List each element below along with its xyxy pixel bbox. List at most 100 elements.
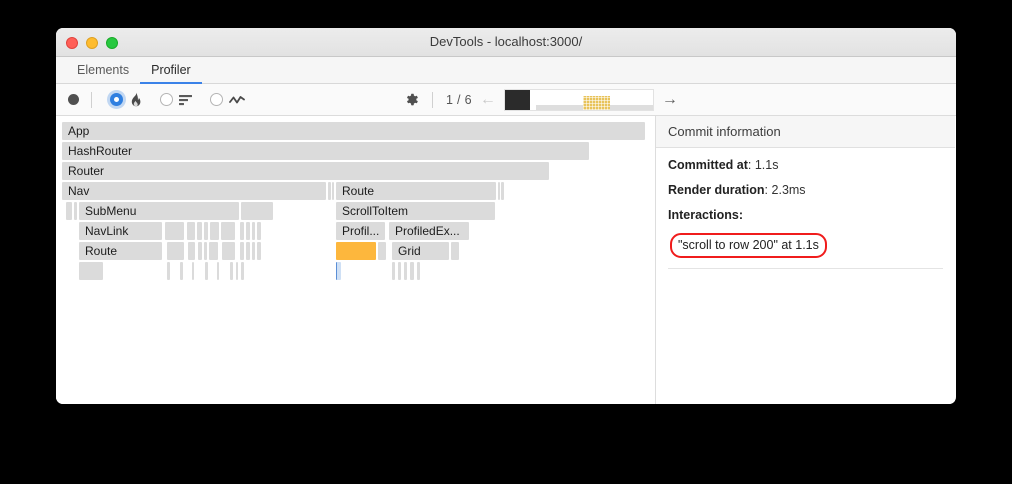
view-option-ranked[interactable]	[160, 93, 193, 106]
window-titlebar: DevTools - localhost:3000/	[56, 28, 956, 57]
flamegraph-node[interactable]	[210, 222, 219, 240]
flamegraph-node[interactable]	[188, 242, 195, 260]
flamegraph-node[interactable]	[392, 262, 395, 280]
flamegraph-node[interactable]	[198, 242, 202, 260]
flamegraph-node[interactable]	[336, 262, 341, 280]
flamegraph-node-route[interactable]: Route	[79, 242, 162, 260]
flamegraph-node[interactable]	[192, 262, 194, 280]
flamegraph-node[interactable]	[451, 242, 459, 260]
flamegraph-node[interactable]	[246, 242, 250, 260]
snapshot-bar-fill	[630, 105, 653, 110]
flamegraph-node-profiledex-[interactable]: ProfiledEx...	[389, 222, 469, 240]
flamegraph-node-nav[interactable]: Nav	[62, 182, 326, 200]
next-commit-button[interactable]: →	[661, 90, 678, 108]
flamegraph-node[interactable]	[398, 262, 401, 280]
sidebar-divider	[668, 268, 943, 269]
list-item[interactable]: "scroll to row 200" at 1.1s	[678, 238, 819, 252]
toolbar-divider-2	[432, 91, 433, 108]
flamegraph-node[interactable]	[240, 222, 244, 240]
ranked-radio[interactable]	[160, 93, 173, 106]
flamegraph-node[interactable]	[204, 222, 208, 240]
flamegraph-node[interactable]	[252, 242, 255, 260]
snapshot-bar-6[interactable]	[630, 90, 653, 110]
flamegraph-node[interactable]	[205, 262, 208, 280]
tab-elements[interactable]: Elements	[77, 62, 130, 77]
snapshot-bar-fill	[559, 105, 584, 110]
flame-chart-icon[interactable]	[129, 92, 143, 107]
flamegraph-node-hashrouter[interactable]: HashRouter	[62, 142, 589, 160]
flamegraph-node-route[interactable]: Route	[336, 182, 496, 200]
flamegraph-node[interactable]	[498, 182, 500, 200]
flamegraph-chart[interactable]: App HashRouter Router Nav Route SubMenu Scroll…	[56, 116, 656, 404]
flamegraph-node[interactable]	[209, 242, 218, 260]
flamegraph-node-submenu[interactable]: SubMenu	[79, 202, 239, 220]
flamegraph-node[interactable]	[241, 262, 244, 280]
flamegraph-node[interactable]	[236, 262, 238, 280]
flamegraph-radio[interactable]	[110, 93, 123, 106]
interaction-list: "scroll to row 200" at 1.1s	[668, 233, 943, 258]
flamegraph-node[interactable]	[410, 262, 414, 280]
flamegraph-node[interactable]	[257, 222, 261, 240]
flamegraph-node[interactable]	[240, 242, 244, 260]
flamegraph-node[interactable]	[404, 262, 407, 280]
snapshot-bar-0[interactable]	[504, 89, 530, 110]
flamegraph-node-scrolltoitem[interactable]: ScrollToItem	[336, 202, 495, 220]
snapshot-bar-fill	[583, 95, 610, 110]
flamegraph-node[interactable]	[332, 182, 334, 200]
view-option-flamegraph[interactable]	[110, 92, 143, 107]
flamegraph-node[interactable]	[79, 262, 103, 280]
close-window-icon[interactable]	[66, 37, 78, 49]
flamegraph-node[interactable]	[221, 222, 235, 240]
flamegraph-node-router[interactable]: Router	[62, 162, 549, 180]
flamegraph-node[interactable]	[217, 262, 219, 280]
flamegraph-node[interactable]	[417, 262, 420, 280]
flamegraph-node[interactable]	[336, 242, 376, 260]
view-option-interactions[interactable]	[210, 93, 245, 106]
flamegraph-node[interactable]	[167, 262, 170, 280]
flamegraph-node[interactable]	[378, 242, 386, 260]
profiler-toolbar: 1 / 6 ←	[56, 84, 956, 116]
flamegraph-node[interactable]	[180, 262, 183, 280]
minimize-window-icon[interactable]	[86, 37, 98, 49]
flamegraph-node[interactable]	[501, 182, 504, 200]
flamegraph-node[interactable]	[246, 222, 250, 240]
snapshot-bar-3[interactable]	[559, 90, 584, 110]
maximize-window-icon[interactable]	[106, 37, 118, 49]
flamegraph-node-navlink[interactable]: NavLink	[79, 222, 162, 240]
committed-at-row: Committed at: 1.1s	[668, 158, 943, 172]
flamegraph-node[interactable]	[74, 202, 77, 220]
snapshot-bar-4-selected[interactable]	[583, 90, 610, 110]
flamegraph-row: SubMenu ScrollToItem	[56, 202, 655, 222]
flamegraph-node-app[interactable]: App	[62, 122, 645, 140]
flamegraph-node[interactable]	[257, 242, 261, 260]
ranked-chart-icon[interactable]	[179, 94, 193, 106]
interactions-radio[interactable]	[210, 93, 223, 106]
snapshot-bar-5[interactable]	[609, 90, 631, 110]
snapshot-bar-2[interactable]	[535, 90, 560, 110]
flamegraph-node-profil-[interactable]: Profil...	[336, 222, 385, 240]
flamegraph-node[interactable]	[252, 222, 255, 240]
snapshot-selector[interactable]	[503, 88, 654, 111]
flamegraph-node[interactable]	[241, 202, 273, 220]
snapshot-bar-fill	[529, 105, 536, 110]
prev-commit-button[interactable]: ←	[479, 90, 496, 108]
record-dot-icon[interactable]	[68, 94, 79, 105]
flamegraph-node[interactable]	[328, 182, 331, 200]
colon-2: :	[764, 183, 769, 197]
flamegraph-node[interactable]	[167, 242, 184, 260]
flamegraph-node-grid[interactable]: Grid	[392, 242, 449, 260]
interactions-chart-icon[interactable]	[229, 94, 245, 106]
render-duration-row: Render duration: 2.3ms	[668, 183, 943, 197]
flamegraph-node[interactable]	[66, 202, 72, 220]
window-title: DevTools - localhost:3000/	[429, 34, 583, 49]
snapshot-bar-1[interactable]	[529, 90, 536, 110]
tab-profiler[interactable]: Profiler	[140, 57, 202, 84]
flamegraph-node[interactable]	[222, 242, 235, 260]
gear-icon[interactable]	[404, 92, 419, 107]
flamegraph-node[interactable]	[165, 222, 184, 240]
flamegraph-node[interactable]	[187, 222, 195, 240]
flamegraph-node[interactable]	[230, 262, 233, 280]
flamegraph-node[interactable]	[197, 222, 202, 240]
flamegraph-node[interactable]	[204, 242, 207, 260]
